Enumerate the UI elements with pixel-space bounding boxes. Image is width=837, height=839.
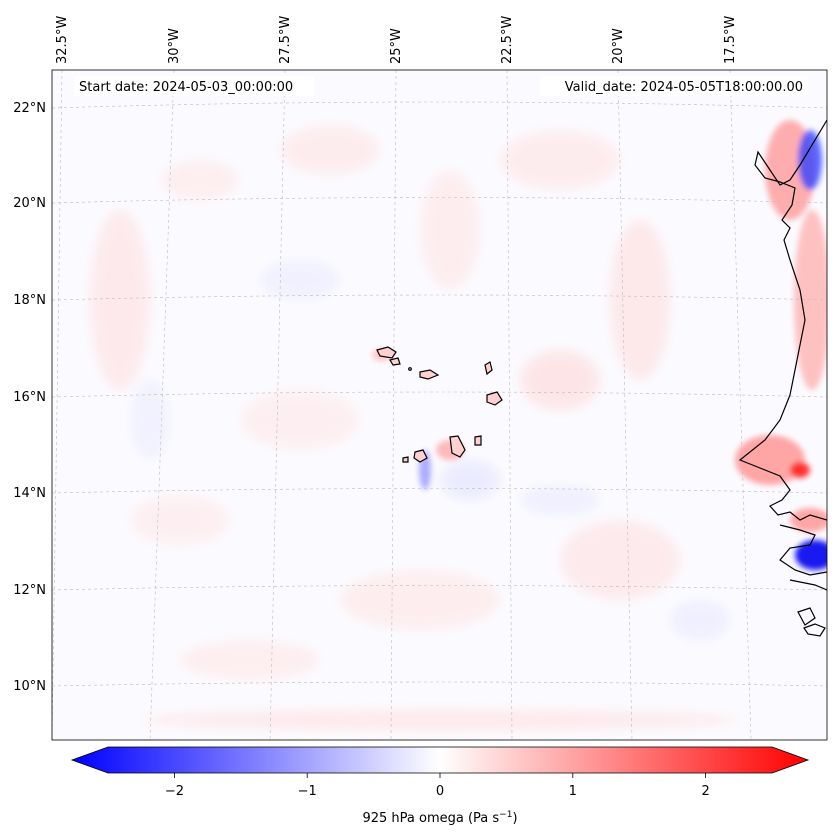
colorbar-tick-label: 0 [436, 784, 444, 799]
island-santo-antao [376, 346, 397, 359]
omega-field [90, 120, 827, 730]
valid-date-label: Valid_date: 2024-05-05T18:00:00.00 [565, 80, 803, 95]
coastline [738, 119, 827, 637]
colorbar-tick-label: 2 [701, 784, 709, 799]
lat-label: 16°N [13, 390, 46, 405]
lat-label: 20°N [13, 196, 46, 211]
lat-label: 12°N [13, 583, 46, 598]
colorbar-tick-label: −2 [165, 784, 184, 799]
latitude-labels: 22°N 20°N 18°N 16°N 14°N 12°N 10°N [13, 101, 46, 694]
lon-label: 22.5°W [500, 16, 515, 64]
island-brava [402, 456, 409, 463]
start-date-label: Start date: 2024-05-03_00:00:00 [79, 80, 293, 95]
map-frame [51, 69, 828, 741]
island-sao-vicente [389, 357, 401, 366]
colorbar: −2 −1 0 1 2 925 hPa omega (Pa s−1) [70, 746, 810, 826]
gridlines [52, 70, 827, 740]
islands [376, 346, 503, 463]
colorbar-tick-label: 1 [569, 784, 577, 799]
colorbar-bar [70, 746, 810, 774]
lon-label: 30°W [167, 28, 182, 64]
island-santa-luzia [408, 367, 412, 371]
lon-label: 25°W [389, 28, 404, 64]
island-fogo [413, 449, 428, 463]
lat-label: 14°N [13, 486, 46, 501]
lon-label: 32.5°W [55, 16, 70, 64]
valid-date-box [540, 76, 808, 96]
lat-label: 18°N [13, 293, 46, 308]
island-sal [484, 361, 493, 376]
lat-label: 10°N [13, 679, 46, 694]
colorbar-tick-label: −1 [298, 784, 317, 799]
longitude-labels: 32.5°W 30°W 27.5°W 25°W 22.5°W 20°W 17.5… [55, 16, 738, 64]
lon-label: 27.5°W [278, 16, 293, 64]
lon-label: 20°W [611, 28, 626, 64]
island-sao-nicolau [419, 369, 440, 380]
island-santiago [449, 435, 466, 458]
lon-label: 17.5°W [723, 16, 738, 64]
island-boa-vista [486, 391, 503, 406]
island-maio [474, 435, 482, 446]
colorbar-ticks: −2 −1 0 1 2 [165, 773, 710, 799]
colorbar-label: 925 hPa omega (Pa s−1) [362, 810, 517, 826]
lat-label: 22°N [13, 101, 46, 116]
start-date-box [74, 76, 314, 96]
